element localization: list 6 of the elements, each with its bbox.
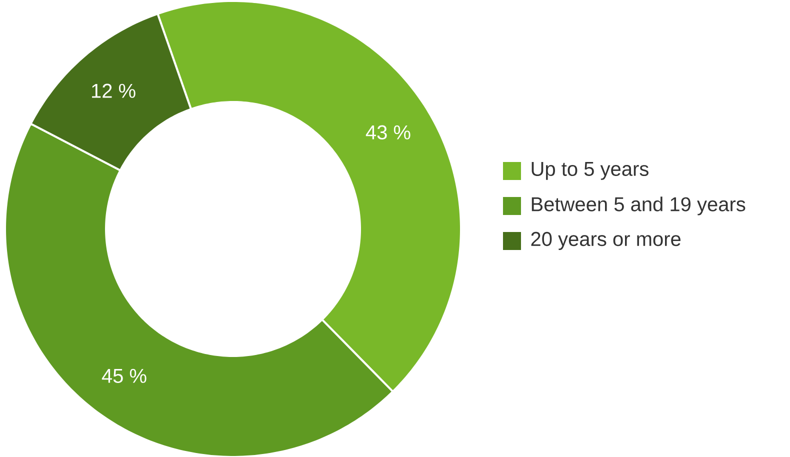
legend-label: Up to 5 years — [532, 162, 648, 180]
legend-label: Between 5 and 19 years — [532, 196, 746, 216]
data-label: 12 % — [92, 84, 136, 98]
legend-label: 20 years or more — [531, 232, 681, 250]
data-label: 45 % — [102, 368, 146, 383]
data-label: 43 % — [366, 125, 410, 140]
